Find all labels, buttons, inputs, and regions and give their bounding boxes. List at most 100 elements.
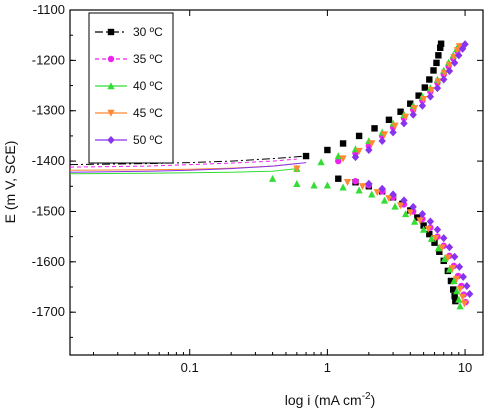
y-tick-label: -1500 <box>32 203 65 218</box>
data-point <box>416 217 424 225</box>
data-point <box>418 101 427 110</box>
data-point <box>335 175 342 182</box>
data-point <box>434 78 442 86</box>
legend-label: 40 ºC <box>133 79 163 93</box>
data-point <box>450 58 459 67</box>
data-point <box>402 210 410 218</box>
data-point <box>400 119 408 128</box>
x-axis-title-close: ) <box>371 392 376 408</box>
data-point <box>409 202 417 211</box>
data-point <box>437 40 445 47</box>
data-point <box>421 84 428 91</box>
data-point <box>452 297 459 305</box>
data-point <box>334 152 342 160</box>
data-point <box>436 248 443 255</box>
data-point <box>451 292 458 300</box>
data-point <box>293 179 301 187</box>
series-line <box>69 158 297 168</box>
y-tick-label: -1600 <box>32 254 65 269</box>
data-point <box>463 282 471 290</box>
data-point <box>438 244 446 252</box>
x-tick-label: 0.1 <box>181 360 199 375</box>
data-point <box>445 66 454 75</box>
legend-label: 35 ºC <box>133 52 163 66</box>
data-point <box>389 128 397 137</box>
axes-layer: -1100 -1200 -1300 -1400 -1500 -1600 -1700 0.1 1 1… <box>32 2 483 375</box>
data-point <box>358 183 367 191</box>
legend-box <box>88 12 174 164</box>
data-point <box>389 190 397 199</box>
data-point <box>409 110 417 119</box>
data-point <box>391 202 399 210</box>
y-axis-title: E (m V, SCE) <box>2 141 18 224</box>
plot-frame <box>69 9 484 356</box>
data-point <box>396 202 405 210</box>
data-point <box>444 254 452 262</box>
data-point <box>424 225 432 233</box>
data-point <box>453 287 461 295</box>
data-point <box>397 108 404 115</box>
y-tick-label: -1200 <box>32 52 65 67</box>
data-point <box>402 113 410 121</box>
data-point <box>459 293 467 301</box>
data-point <box>368 190 376 198</box>
data-point <box>339 155 347 163</box>
data-point <box>445 265 454 273</box>
series-4 <box>69 40 474 299</box>
data-point <box>343 179 352 187</box>
data-point <box>434 244 442 252</box>
data-point <box>365 179 373 188</box>
data-point <box>406 209 414 217</box>
data-point <box>420 225 428 233</box>
data-point <box>365 146 373 155</box>
data-point <box>293 165 301 173</box>
data-point <box>450 277 458 285</box>
data-point <box>435 52 442 59</box>
data-point <box>455 262 464 271</box>
data-point <box>400 196 408 205</box>
data-point <box>427 86 436 94</box>
data-point <box>269 174 277 182</box>
data-point <box>410 105 419 113</box>
data-point <box>371 125 378 132</box>
y-tick-label: -1700 <box>32 304 65 319</box>
data-point <box>378 184 386 193</box>
data-point <box>455 43 464 51</box>
data-point <box>433 84 442 93</box>
data-point <box>407 100 414 107</box>
data-point <box>355 186 363 194</box>
data-point <box>437 44 444 51</box>
data-point <box>448 265 457 273</box>
data-point <box>385 116 393 123</box>
x-tick-label: 10 <box>458 360 472 375</box>
data-point <box>459 272 467 281</box>
data-point <box>430 67 437 74</box>
legend-marker <box>107 55 115 63</box>
data-point <box>431 239 438 246</box>
data-point <box>445 61 454 69</box>
series-line <box>69 168 297 175</box>
legend-label: 45 ºC <box>133 106 163 120</box>
data-point <box>440 75 448 84</box>
data-point <box>426 230 433 238</box>
data-point <box>427 234 436 242</box>
data-point <box>461 40 469 49</box>
legend-marker <box>107 28 115 36</box>
series-line <box>69 155 307 166</box>
data-point <box>339 183 347 191</box>
data-point <box>450 252 459 261</box>
data-point <box>323 181 331 189</box>
data-point <box>352 178 359 185</box>
data-point <box>373 189 381 197</box>
legend-marker <box>107 109 115 117</box>
data-point <box>426 92 435 101</box>
x-axis-title-main: log i (mA cm <box>285 392 362 408</box>
y-tick-label: -1400 <box>32 153 65 168</box>
data-point <box>355 132 363 140</box>
data-point <box>447 277 455 285</box>
y-tick-label: -1100 <box>33 2 65 17</box>
data-point <box>426 76 433 83</box>
data-point <box>380 131 389 139</box>
data-point <box>455 51 463 60</box>
data-point <box>426 217 435 226</box>
